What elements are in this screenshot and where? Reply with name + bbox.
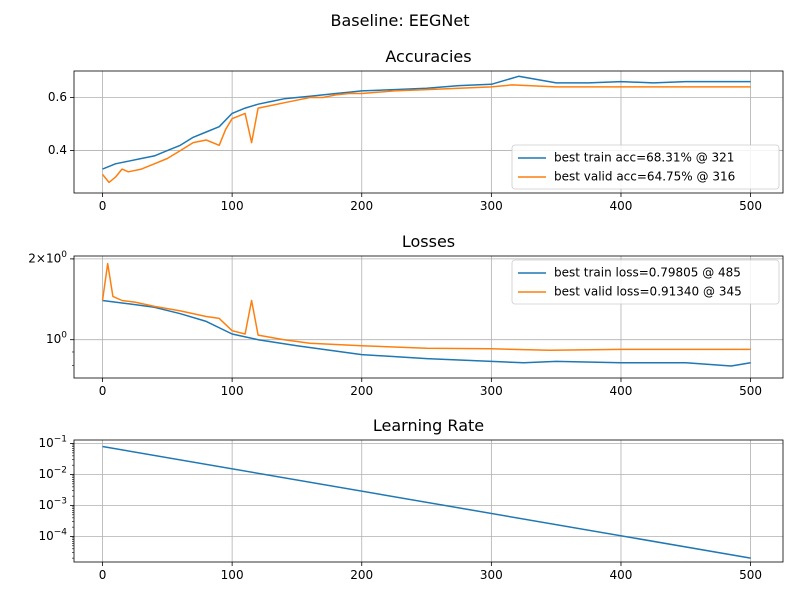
legend-label-valid: best valid loss=0.91340 @ 345	[554, 285, 742, 299]
figure-suptitle: Baseline: EEGNet	[330, 11, 469, 30]
y-tick-label: 10−4	[38, 527, 67, 543]
subplot-title: Accuracies	[385, 47, 471, 66]
legend-box	[511, 144, 780, 190]
x-tick-label: 0	[99, 384, 107, 398]
y-tick-label: 10−1	[38, 434, 67, 450]
series-line-train	[102, 75, 751, 170]
legend-box	[511, 259, 780, 305]
x-tick-label: 500	[739, 568, 762, 582]
x-tick-label: 300	[480, 384, 503, 398]
x-tick-label: 300	[480, 199, 503, 213]
y-tick-label: 0.4	[48, 143, 67, 157]
x-tick-label: 500	[739, 199, 762, 213]
x-tick-label: 200	[350, 384, 373, 398]
subplot-3: Learning Rate 0 100 200 300 400 500 10−1 10−2 10−…	[38, 416, 784, 582]
subplot-1: Accuracies 0 100 200 300 400 500 0.4 0.6 best tra…	[48, 47, 784, 213]
legend-label-train: best train acc=68.31% @ 321	[554, 151, 734, 165]
x-tick-label: 100	[221, 384, 244, 398]
axes-frame	[73, 439, 784, 563]
x-tick-label: 100	[221, 199, 244, 213]
x-tick-label: 500	[739, 384, 762, 398]
series-line-train	[102, 299, 751, 367]
x-tick-label: 300	[480, 568, 503, 582]
y-tick-label: 2×100	[28, 249, 67, 265]
legend: best train acc=68.31% @ 321 best valid ac…	[511, 144, 780, 190]
x-tick-label: 400	[610, 384, 633, 398]
x-tick-label: 400	[610, 568, 633, 582]
x-tick-label: 0	[99, 199, 107, 213]
y-tick-label: 10−3	[38, 496, 67, 512]
series-line-valid	[101, 262, 751, 352]
subplot-title: Losses	[402, 232, 455, 251]
subplot-2: Losses 0 100 200 300 400 500 100 2×100 best train…	[28, 232, 784, 398]
subplot-title: Learning Rate	[373, 416, 484, 435]
legend-label-valid: best valid acc=64.75% @ 316	[554, 170, 735, 184]
y-tick-label: 10−2	[38, 465, 67, 481]
x-tick-label: 200	[350, 568, 373, 582]
axes-frame	[73, 70, 784, 194]
axes-frame	[73, 255, 784, 379]
x-tick-label: 0	[99, 568, 107, 582]
y-tick-label: 0.6	[48, 90, 67, 104]
legend: best train loss=0.79805 @ 485 best valid …	[511, 259, 780, 305]
series-line-valid	[101, 84, 751, 184]
x-tick-label: 200	[350, 199, 373, 213]
series-line-train	[102, 445, 751, 559]
x-tick-label: 100	[221, 568, 244, 582]
legend-label-train: best train loss=0.79805 @ 485	[554, 266, 741, 280]
x-tick-label: 400	[610, 199, 633, 213]
y-tick-label: 100	[46, 330, 67, 346]
